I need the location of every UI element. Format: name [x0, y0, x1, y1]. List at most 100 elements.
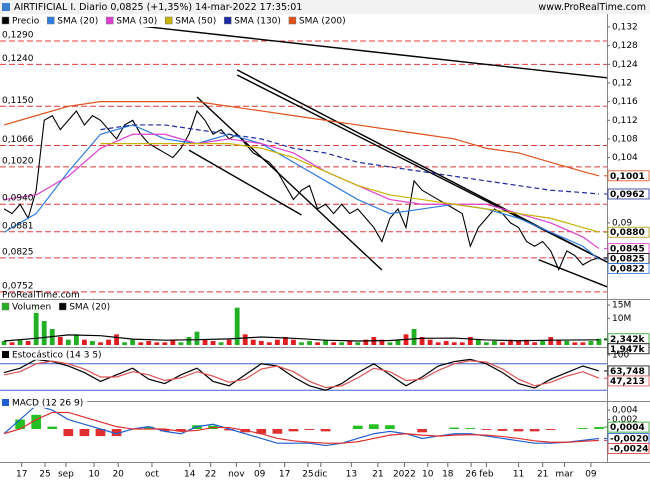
x-tick-label: nov — [228, 470, 245, 480]
watermark: ProRealTime.com — [2, 291, 80, 301]
header-site: www.ProRealTime.com — [538, 2, 646, 13]
volume-bar — [315, 342, 320, 345]
histogram-bar — [176, 429, 186, 432]
volume-bar — [178, 342, 184, 345]
y-tick-label: 0,128 — [612, 41, 638, 51]
volume-bar — [580, 342, 586, 345]
x-tick-label: sep — [58, 470, 74, 480]
y-tick-label: 0,108 — [612, 134, 638, 144]
volume-bar — [299, 342, 304, 345]
histogram-bar — [79, 429, 90, 437]
volume-bar — [218, 342, 224, 345]
legend-bg — [0, 397, 88, 408]
price-tag-label: 63,748 — [610, 367, 645, 377]
x-tick-label: 14 — [184, 470, 196, 480]
legend-label: SMA (200) — [299, 17, 346, 27]
volume-bar — [339, 342, 345, 345]
volume-bar — [379, 339, 385, 345]
volume-bar — [419, 337, 425, 345]
legend-swatch — [106, 16, 114, 25]
legend-swatch — [2, 399, 9, 406]
legend-swatch — [47, 16, 55, 25]
volume-bar — [451, 342, 457, 345]
volume-bar — [596, 338, 602, 345]
price-tag-box — [607, 170, 650, 182]
x-tick-label: 09 — [254, 470, 266, 480]
panel — [0, 27, 607, 293]
histogram-bar — [15, 419, 25, 429]
x-tick-label: 09 — [585, 470, 597, 480]
histogram-bar — [529, 429, 540, 432]
histogram-bar — [513, 429, 524, 432]
volume-bar — [25, 341, 31, 345]
x-tick-label: feb — [479, 470, 494, 480]
y-tick-label: 0,104 — [612, 153, 638, 163]
histogram-bar — [143, 426, 154, 429]
volume-bar — [483, 342, 489, 345]
price-tag-box — [607, 263, 650, 274]
trend-line — [142, 27, 607, 79]
histogram-bar — [224, 429, 234, 431]
volume-bar — [146, 341, 152, 345]
y-tick-label: 0,116 — [612, 97, 638, 107]
volume-bar — [154, 342, 160, 345]
volume-bar — [427, 339, 433, 345]
volume-bar — [395, 339, 401, 345]
volume-bar — [242, 334, 248, 345]
trend-line — [538, 259, 607, 288]
series-line — [3, 101, 600, 177]
legend-bg — [0, 15, 354, 27]
legend-swatch — [1, 302, 10, 311]
x-tick-label: 20 — [112, 470, 124, 480]
volume-bar — [1, 341, 7, 345]
volume-bar — [162, 342, 168, 345]
price-tag-label: 0,1001 — [610, 172, 645, 182]
volume-bar — [65, 339, 71, 345]
price-tag-label: 1,947k — [610, 345, 645, 355]
volume-bar — [130, 339, 136, 345]
series-line — [3, 404, 600, 447]
x-tick-label: 18 — [442, 470, 454, 480]
volume-bar — [548, 337, 554, 345]
volume-bar — [524, 339, 530, 345]
volume-bar — [17, 339, 23, 345]
x-tick-label: mar — [555, 470, 573, 480]
volume-bar — [355, 342, 361, 345]
x-tick-label: 13 — [346, 470, 357, 480]
x-tick-label: 25 — [302, 470, 313, 480]
series-line — [3, 411, 599, 444]
volume-bar — [508, 339, 513, 345]
x-tick-label: 25 — [39, 470, 50, 480]
price-tag-label: 0,0880 — [610, 228, 645, 238]
volume-bar — [323, 339, 329, 345]
histogram-bar — [47, 426, 58, 429]
volume-bar — [73, 334, 79, 345]
histogram-bar — [369, 424, 379, 429]
histogram-bar — [594, 427, 604, 429]
legend-label: Volumen — [12, 303, 51, 313]
volume-bar — [500, 342, 505, 345]
volume-bar — [540, 341, 546, 345]
y-tick-label: 0,124 — [612, 60, 638, 70]
y-tick-label: 15M — [612, 301, 631, 311]
volume-bar — [274, 339, 280, 345]
x-tick-label: 17 — [16, 470, 27, 480]
volume-bar — [170, 339, 176, 345]
volume-bar — [41, 321, 47, 345]
price-tag-label: -0,0024 — [610, 444, 648, 454]
volume-bar — [138, 342, 144, 345]
volume-bar — [291, 339, 296, 345]
series-line — [3, 334, 599, 342]
price-tag-box — [607, 343, 650, 355]
legend-swatch — [288, 16, 297, 25]
x-tick-label: 10 — [88, 470, 100, 480]
x-tick-label: 21 — [537, 470, 548, 480]
x-tick-label: dic — [314, 470, 327, 480]
legend-swatch — [58, 302, 67, 311]
level-label: 0,0881 — [2, 221, 34, 231]
price-tag-label: 0,0004 — [610, 423, 645, 433]
volume-bar — [363, 339, 369, 345]
legend-label: Precio — [12, 17, 40, 27]
volume-bar — [492, 341, 497, 345]
price-tag-box — [607, 421, 650, 433]
